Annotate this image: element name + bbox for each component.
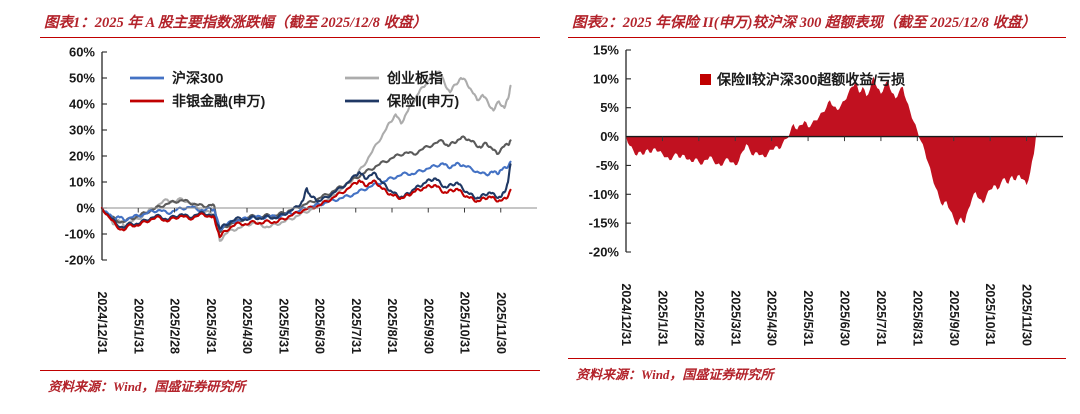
x-tick-label: 2025/7/31 [874, 290, 888, 346]
y-tick-label: -10% [589, 187, 620, 202]
x-tick-label: 2025/3/31 [728, 290, 742, 346]
x-tick-label: 2025/9/30 [421, 298, 435, 354]
x-tick-label: 2025/6/30 [838, 290, 852, 346]
legend-item: 创业板指 [345, 70, 443, 86]
x-axis-labels: 2024/12/31 2025/1/31 2025/2/28 2025/3/31 202… [95, 291, 508, 354]
figure1-source: 资料来源：Wind，国盛证券研究所 [40, 370, 540, 395]
x-tick-label: 2025/6/30 [313, 298, 327, 354]
legend: 保险Ⅱ较沪深300超额收益/亏损 [700, 72, 905, 88]
figure2-area-chart: 15% 10% 5% 0% -5% -10% -15% -20% 2024/12/31 2025/… [589, 44, 1063, 346]
x-tick-label: 2025/3/31 [204, 298, 218, 354]
x-tick-label: 2025/5/31 [801, 290, 815, 346]
x-tick-label: 2025/2/28 [168, 298, 182, 354]
figure2-header: 图表2：2025 年保险 II(申万)较沪深 300 超额表现（截至 2025/… [568, 12, 1066, 38]
line-series-非银金融(申万) [100, 179, 512, 239]
x-tick-label: 2025/1/31 [655, 290, 669, 346]
legend-label: 保险Ⅱ较沪深300超额收益/亏损 [716, 72, 905, 88]
series-group [626, 76, 1037, 226]
y-tick-label: 60% [69, 45, 95, 60]
zero-axis [625, 135, 1063, 142]
legend-swatch-square [700, 74, 711, 85]
figure1-header: 图表1：2025 年 A 股主要指数涨跌幅（截至 2025/12/8 收盘） [40, 12, 540, 38]
legend-item: 非银金融(申万) [130, 93, 265, 109]
legend-label: 创业板指 [386, 70, 443, 86]
legend-label: 沪深300 [172, 70, 224, 86]
y-tick-label: -10% [65, 227, 96, 242]
legend-item: 保险Ⅱ(申万) [345, 93, 459, 109]
x-tick-label: 2025/11/30 [494, 292, 508, 354]
figure2-source: 资料来源：Wind，国盛证券研究所 [568, 358, 1066, 383]
y-tick-label: 5% [600, 100, 619, 115]
y-axis: 15% 10% 5% 0% -5% -10% -15% -20% [589, 44, 631, 260]
x-tick-label: 2025/8/31 [385, 298, 399, 354]
y-tick-label: -5% [596, 158, 620, 173]
x-tick-label: 2025/4/30 [765, 290, 779, 346]
legend-label: 非银金融(申万) [172, 93, 265, 109]
figure2-title: 图表2：2025 年保险 II(申万)较沪深 300 超额表现（截至 2025/… [572, 15, 1036, 31]
y-tick-label: 20% [69, 149, 95, 164]
area-series-excess-return [626, 76, 1037, 226]
x-tick-label: 2025/7/31 [349, 298, 363, 354]
legend-item: 保险Ⅱ较沪深300超额收益/亏损 [700, 72, 905, 88]
line-series-保险Ⅱ(申万) [100, 163, 512, 230]
x-tick-label: 2025/1/31 [131, 298, 145, 354]
y-tick-label: -15% [589, 216, 620, 231]
x-tick-label: 2025/9/30 [947, 290, 961, 346]
y-tick-label: -20% [589, 245, 620, 260]
y-tick-label: 10% [69, 175, 95, 190]
x-tick-label: 2024/12/31 [95, 291, 109, 354]
x-tick-label: 2025/2/28 [692, 290, 706, 346]
x-tick-label: 2025/11/30 [1020, 284, 1034, 346]
x-tick-label: 2025/10/31 [983, 283, 997, 346]
y-tick-label: 30% [69, 123, 95, 138]
y-tick-label: -20% [65, 253, 96, 268]
figure1-line-chart: 60%50%40%30%20%10%0%-10%-20%2024/12/31 20… [65, 45, 537, 354]
y-tick-label: 10% [593, 71, 619, 86]
x-tick-label: 2025/4/30 [240, 298, 254, 354]
y-tick-label: 50% [69, 71, 95, 86]
figure-1: 图表1：2025 年 A 股主要指数涨跌幅（截至 2025/12/8 收盘） 6… [40, 12, 540, 395]
x-tick-label: 2024/12/31 [619, 283, 633, 346]
x-tick-label: 2025/8/31 [910, 290, 924, 346]
y-axis: 60% 50% 40% 30% 20% 10% 0% -10% -20% [65, 45, 107, 268]
legend-label: 保险Ⅱ(申万) [386, 93, 459, 109]
figure1-title: 图表1：2025 年 A 股主要指数涨跌幅（截至 2025/12/8 收盘） [44, 15, 428, 31]
y-tick-label: 15% [593, 44, 619, 58]
x-tick-label: 2025/5/31 [276, 298, 290, 354]
y-tick-label: 0% [76, 201, 95, 216]
figure-2: 图表2：2025 年保险 II(申万)较沪深 300 超额表现（截至 2025/… [568, 12, 1066, 383]
x-axis-labels: 2024/12/31 2025/1/31 2025/2/28 2025/3/31 202… [619, 283, 1034, 346]
x-tick-label: 2025/10/31 [458, 291, 472, 354]
y-tick-label: 40% [69, 97, 95, 112]
legend-item: 沪深300 [130, 70, 224, 86]
y-tick-label: 0% [600, 129, 619, 144]
zero-axis [101, 207, 537, 213]
